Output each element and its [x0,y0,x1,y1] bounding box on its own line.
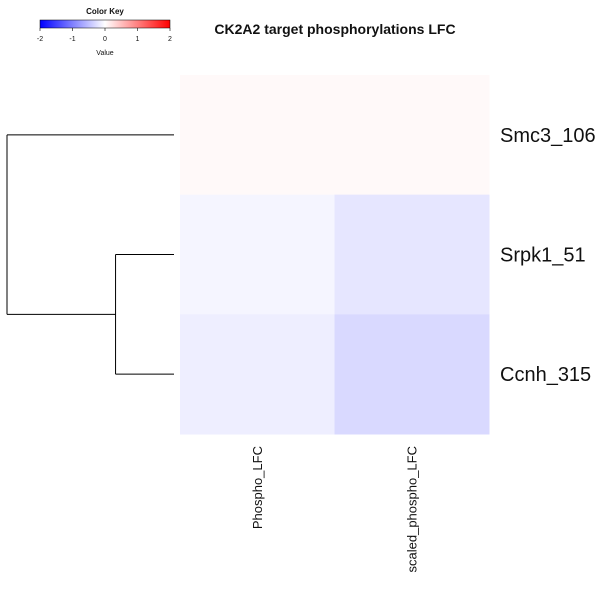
heatmap-cell [180,194,335,315]
color-key-tick-label: 0 [103,36,107,43]
row-dendrogram [6,134,174,375]
column-label: Phospho_LFC [250,446,265,529]
heatmap-cell [334,314,490,435]
row-label: Srpk1_51 [500,245,586,267]
heatmap-cell [180,75,335,196]
heatmap-cells [180,75,490,435]
row-labels: Smc3_106 Srpk1_51 Ccnh_315 [500,125,596,386]
chart-title: CK2A2 target phosphorylations LFC [214,21,455,37]
color-key-label: Value [96,50,113,57]
color-key-ticks: -2 -1 0 1 2 [37,28,172,43]
color-key-tick-label: 1 [136,36,140,43]
color-key-tick-label: 2 [168,36,172,43]
row-label: Ccnh_315 [500,364,591,386]
heatmap-cell [334,194,490,315]
color-key-tick-label: -1 [69,36,75,43]
column-labels: Phospho_LFC scaled_phospho_LFC [250,446,420,572]
heatmap-cell [180,314,335,435]
heatmap-cell [334,75,490,196]
color-key-tick-label: -2 [37,36,43,43]
color-key-gradient [39,19,171,29]
color-key-title: Color Key [86,7,124,16]
color-key: Color Key -2 -1 0 1 2 Value [37,7,172,57]
row-label: Smc3_106 [500,125,596,147]
column-label: scaled_phospho_LFC [405,446,420,572]
